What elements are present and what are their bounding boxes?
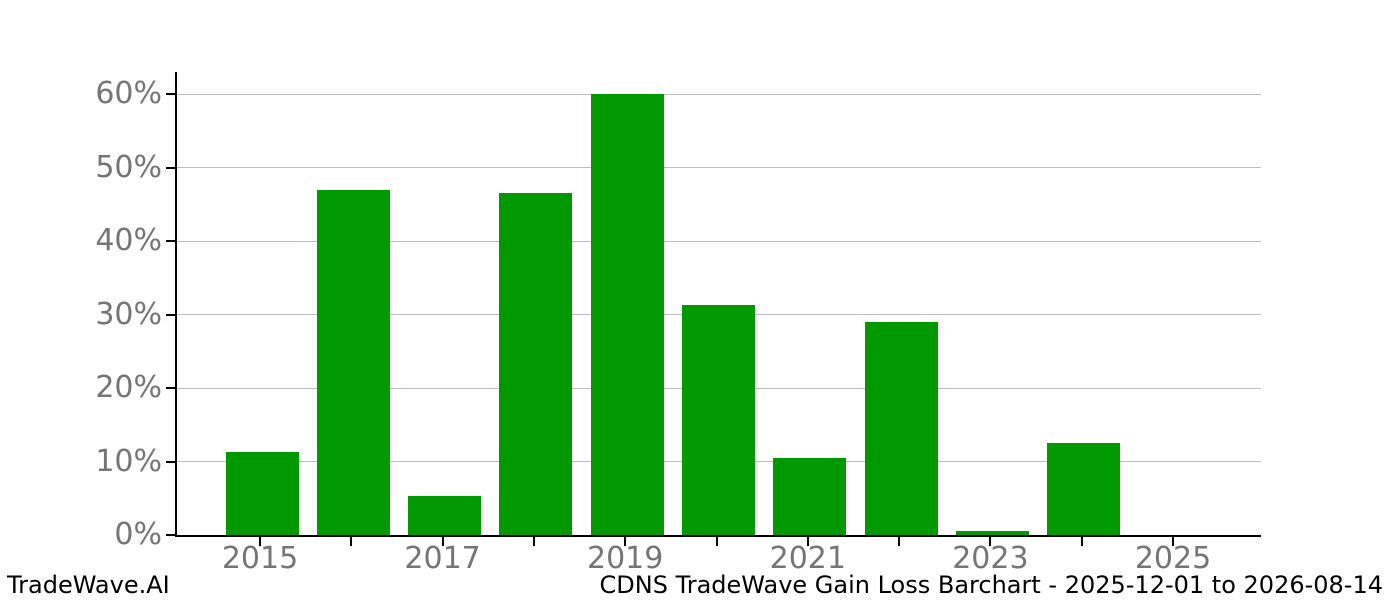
bar-2020	[682, 304, 755, 535]
x-tick-label-2025: 2025	[1134, 541, 1212, 576]
y-tick-label-10: 10%	[95, 443, 162, 479]
y-tick-label-50: 50%	[95, 149, 162, 185]
plot-area	[175, 72, 1261, 537]
y-tick-label-60: 60%	[95, 76, 162, 112]
x-tick-2020	[715, 537, 718, 546]
y-tick-20	[166, 387, 175, 390]
bar-2023	[955, 530, 1029, 535]
x-tick-2021	[806, 537, 809, 546]
x-tick-2023	[989, 537, 992, 546]
x-tick-label-2019: 2019	[587, 541, 664, 576]
x-tick-2017	[441, 537, 444, 546]
x-tick-label-2015: 2015	[221, 541, 299, 576]
gridline-50	[177, 167, 1261, 169]
y-tick-0	[166, 534, 175, 536]
bar-2015	[225, 451, 299, 535]
x-tick-label-2017: 2017	[404, 541, 481, 576]
brand-label: TradeWave.AI	[7, 571, 170, 599]
x-tick-2018	[532, 537, 535, 546]
gridline-40	[177, 240, 1261, 242]
x-tick-2025	[1172, 537, 1174, 546]
y-tick-30	[166, 313, 175, 316]
y-tick-label-0: 0%	[114, 517, 162, 552]
bar-2022	[864, 321, 938, 535]
y-tick-60	[166, 93, 175, 96]
bar-2017	[408, 496, 482, 535]
bar-2016	[316, 189, 390, 535]
y-tick-label-40: 40%	[95, 223, 162, 259]
chart-title: CDNS TradeWave Gain Loss Barchart - 2025…	[599, 571, 1383, 599]
bar-2024	[1047, 443, 1121, 535]
x-tick-label-2021: 2021	[769, 541, 846, 576]
y-tick-50	[166, 166, 175, 169]
x-tick-2015	[259, 537, 261, 546]
bar-2021	[773, 457, 847, 535]
bar-2018	[499, 192, 573, 535]
y-tick-40	[166, 240, 175, 243]
x-tick-2024	[1080, 537, 1083, 546]
x-tick-label-2023: 2023	[952, 541, 1029, 576]
y-tick-label-20: 20%	[95, 370, 162, 406]
x-tick-2019	[624, 537, 627, 546]
bar-2019	[590, 94, 664, 535]
x-tick-2016	[350, 537, 353, 546]
x-tick-2022	[898, 537, 901, 546]
gridline-60	[177, 93, 1261, 95]
y-tick-10	[166, 460, 175, 463]
y-tick-label-30: 30%	[95, 296, 162, 332]
